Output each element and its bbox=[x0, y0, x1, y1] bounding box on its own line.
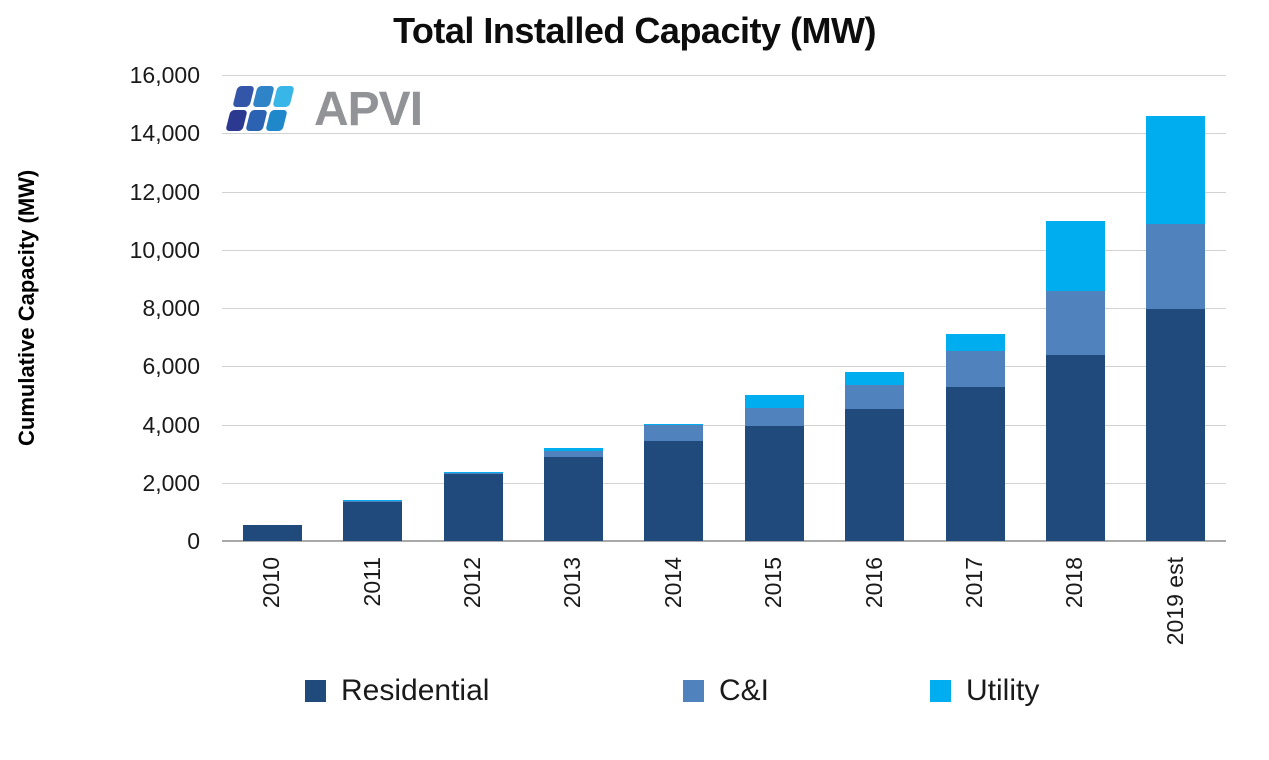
y-tick-label: 4,000 bbox=[142, 411, 200, 438]
bar-2015 bbox=[744, 395, 804, 541]
legend-item-residential: Residential bbox=[305, 674, 489, 707]
y-tick-label: 6,000 bbox=[142, 353, 200, 380]
bar-segment-residential bbox=[945, 387, 1005, 541]
bar-segment-c-i bbox=[443, 473, 503, 475]
bar-segment-residential bbox=[242, 524, 302, 541]
bar-segment-utility bbox=[945, 334, 1005, 351]
bar-segment-c-i bbox=[744, 407, 804, 426]
bar-2014 bbox=[644, 424, 704, 541]
gridline bbox=[222, 366, 1226, 368]
bar-2011 bbox=[343, 500, 403, 541]
bar-segment-residential bbox=[644, 440, 704, 541]
bar-segment-residential bbox=[543, 456, 603, 541]
bar-segment-c-i bbox=[543, 450, 603, 457]
y-tick-label: 2,000 bbox=[142, 469, 200, 496]
y-tick-label: 10,000 bbox=[129, 236, 200, 263]
bar-2017 bbox=[945, 334, 1005, 541]
gridline bbox=[222, 249, 1226, 251]
bar-segment-residential bbox=[744, 425, 804, 541]
y-axis-tick-labels: 0 2,000 4,000 6,000 8,000 10,000 12,000 14,000 1… bbox=[0, 64, 200, 553]
bar-segment-c-i bbox=[1146, 223, 1206, 310]
bar-segment-c-i bbox=[343, 501, 403, 502]
chart-title: Total Installed Capacity (MW) bbox=[393, 10, 876, 51]
x-axis-line bbox=[222, 540, 1226, 542]
bar-segment-residential bbox=[1146, 309, 1206, 541]
bar-segment-utility bbox=[845, 371, 905, 385]
bar-segment-c-i bbox=[845, 384, 905, 410]
legend-swatch-icon bbox=[930, 679, 951, 702]
bar-segment-utility bbox=[744, 395, 804, 408]
gridline bbox=[222, 75, 1226, 76]
apvi-logo-text: APVI bbox=[314, 83, 423, 136]
y-tick-label: 16,000 bbox=[129, 62, 200, 88]
legend-label: Residential bbox=[341, 674, 490, 707]
legend-label: C&I bbox=[719, 674, 770, 707]
bar-segment-residential bbox=[343, 501, 403, 541]
bar-segment-utility bbox=[1045, 220, 1105, 292]
apvi-logo: APVI bbox=[225, 83, 423, 136]
gridline bbox=[222, 308, 1226, 309]
y-tick-label: 12,000 bbox=[129, 178, 200, 205]
legend-swatch-icon bbox=[683, 679, 704, 702]
y-tick-label: 8,000 bbox=[142, 295, 200, 321]
y-tick-label: 14,000 bbox=[129, 120, 200, 147]
bar-2019-est bbox=[1146, 115, 1206, 541]
bar-segment-utility bbox=[443, 472, 503, 474]
legend-swatch-icon bbox=[305, 679, 326, 702]
bar-segment-c-i bbox=[945, 350, 1005, 388]
bar-segment-utility bbox=[1146, 115, 1206, 224]
gridline bbox=[222, 133, 1226, 135]
y-tick-label: 0 bbox=[187, 528, 200, 554]
gridline bbox=[222, 482, 1226, 484]
gridline bbox=[222, 191, 1226, 193]
bar-2012 bbox=[443, 472, 503, 541]
legend-item-c-i: C&I bbox=[683, 674, 769, 707]
bar-segment-c-i bbox=[1045, 291, 1105, 355]
bar-2016 bbox=[845, 371, 905, 541]
bar-2013 bbox=[543, 448, 603, 541]
bar-2010 bbox=[242, 524, 302, 541]
bar-segment-residential bbox=[443, 474, 503, 541]
bar-segment-residential bbox=[845, 409, 905, 541]
legend-label: Utility bbox=[966, 674, 1040, 707]
bar-segment-utility bbox=[543, 448, 603, 451]
bar-segment-residential bbox=[1045, 354, 1105, 541]
bar-segment-utility bbox=[644, 424, 704, 426]
gridline bbox=[222, 424, 1226, 426]
bar-2018 bbox=[1045, 220, 1105, 541]
bar-segment-utility bbox=[343, 500, 403, 502]
plot-area bbox=[222, 75, 1226, 542]
bar-segment-c-i bbox=[644, 425, 704, 441]
legend-item-utility: Utility bbox=[930, 674, 1039, 707]
